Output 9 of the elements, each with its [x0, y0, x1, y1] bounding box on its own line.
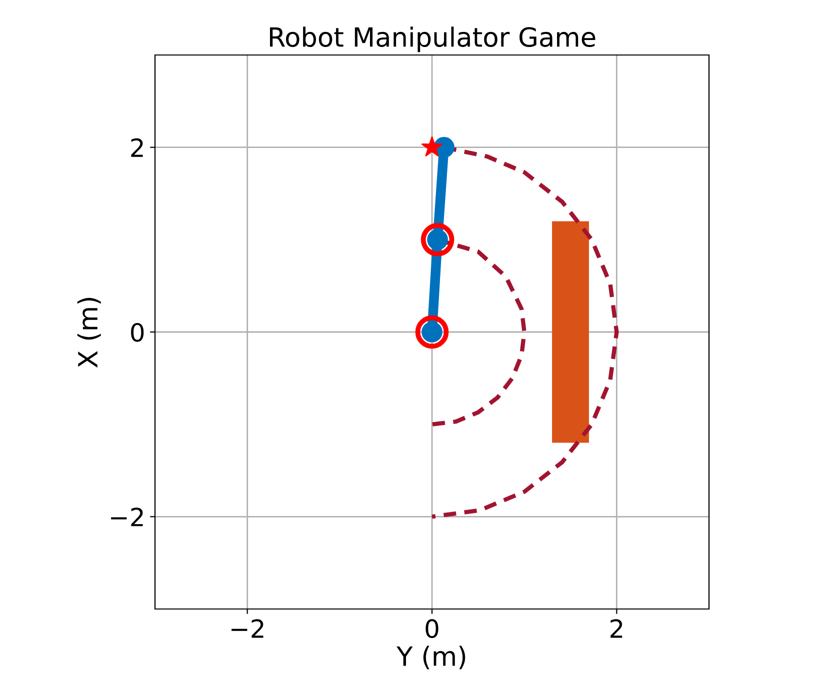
x-tick-label: 0: [426, 619, 438, 638]
y-axis-title: X (m): [77, 298, 101, 368]
y-tick-label: 0: [131, 322, 144, 342]
x-tick-label: 2: [610, 619, 622, 638]
chart-title: Robot Manipulator Game: [270, 26, 596, 52]
x-axis-title: Y (m): [396, 646, 466, 670]
y-tick-label: −2: [111, 508, 143, 526]
y-tick-label: 2: [131, 138, 143, 157]
x-tick-label: −2: [232, 619, 264, 638]
